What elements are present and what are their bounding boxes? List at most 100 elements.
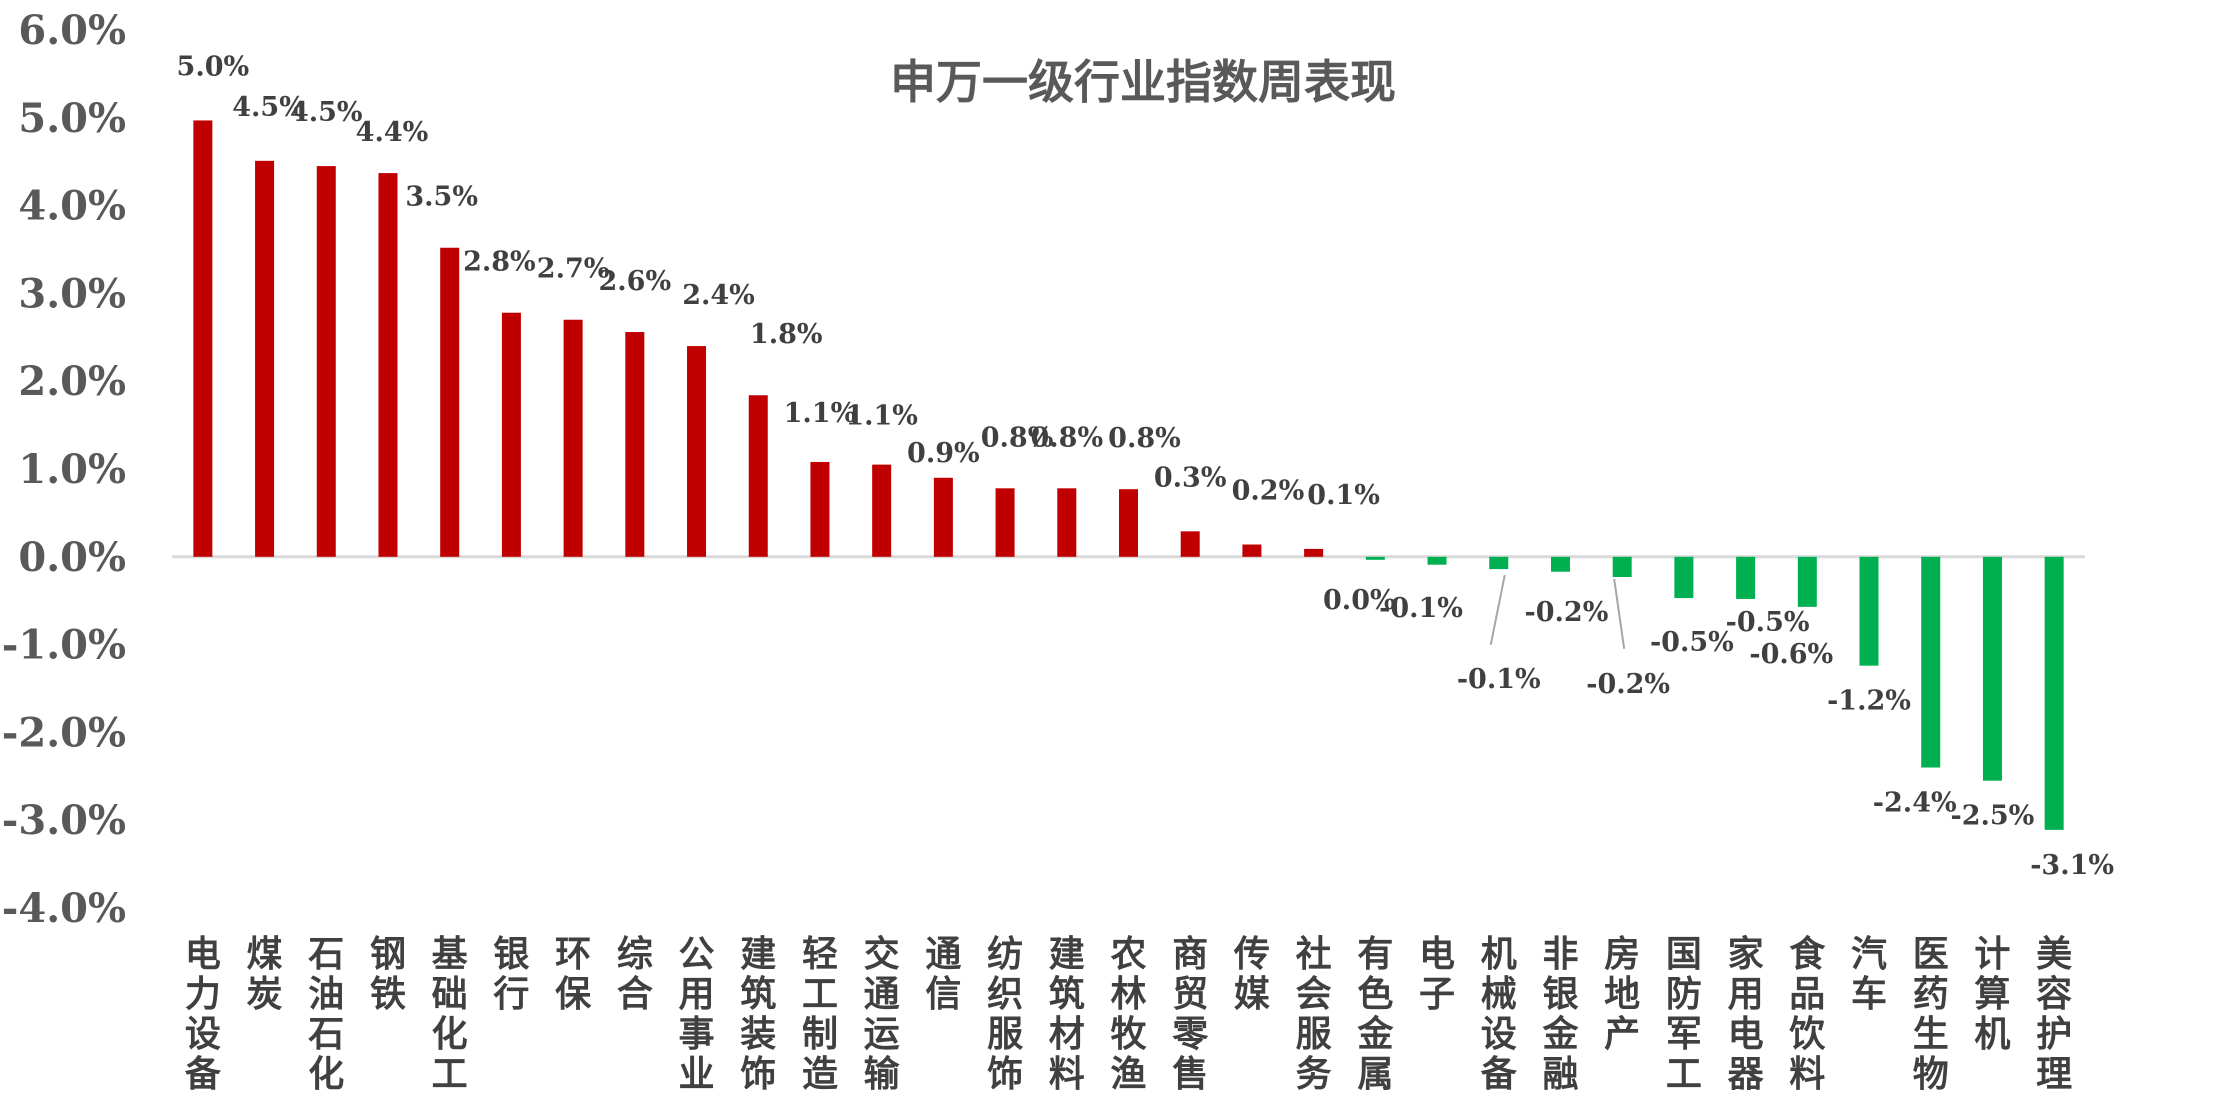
bar: [1242, 544, 1262, 557]
x-category-label: 建筑装饰: [740, 933, 776, 1095]
y-tick-label: 3.0%: [18, 270, 126, 317]
x-category-label: 轻工制造: [802, 933, 838, 1095]
x-category-label: 环保: [555, 933, 592, 1015]
bar: [933, 477, 953, 557]
data-label: -0.1%: [1379, 593, 1463, 624]
bar: [501, 312, 521, 557]
x-category-label: 汽车: [1851, 933, 1887, 1015]
bar: [687, 346, 707, 557]
data-label: 2.4%: [682, 280, 755, 311]
x-category-label: 医药生物: [1913, 933, 1949, 1095]
x-category-label: 石油石化: [308, 933, 344, 1095]
data-label: 0.8%: [981, 422, 1054, 453]
chart-title: 申万一级行业指数周表现: [890, 55, 1396, 109]
label-leader-lines: [1489, 574, 1626, 649]
data-label: 5.0%: [177, 51, 250, 82]
y-tick-label: 0.0%: [18, 534, 126, 581]
data-label: -0.6%: [1749, 639, 1833, 670]
y-tick-label: -2.0%: [2, 709, 126, 756]
bar: [872, 464, 892, 557]
bar: [1365, 556, 1385, 560]
data-label: 2.6%: [599, 266, 672, 297]
x-category-label: 国防军工: [1666, 933, 1702, 1095]
x-category-label: 通信: [925, 933, 961, 1015]
data-label: 1.1%: [845, 401, 918, 432]
data-label: 0.0%: [1323, 585, 1396, 616]
bar: [1797, 556, 1817, 607]
bar: [440, 247, 460, 557]
y-axis: 6.0% 5.0% 4.0% 3.0% 2.0% 1.0% 0.0% -1.0% -2.0% -3…: [2, 7, 126, 932]
data-label: 0.8%: [1030, 422, 1103, 453]
bar: [1612, 556, 1632, 577]
bar: [1304, 548, 1324, 557]
x-category-label: 建筑材料: [1049, 933, 1085, 1095]
bar: [1736, 556, 1756, 599]
bar: [1921, 556, 1941, 768]
x-category-label: 煤炭: [247, 933, 283, 1015]
data-labels: 5.0%4.5%4.5%4.4%3.5%2.8% 2.7%2.6% 2.4%1.8%…: [177, 51, 2115, 880]
x-category-label: 公用事业: [679, 933, 715, 1095]
x-category-label: 银行: [493, 933, 529, 1015]
bar: [193, 120, 213, 557]
bar: [316, 166, 336, 557]
data-label: 2.7%: [537, 254, 610, 285]
bar: [1859, 556, 1879, 666]
data-label: 1.1%: [784, 398, 857, 429]
x-category-label: 美容护理: [2036, 933, 2072, 1095]
x-category-label: 纺织服饰: [987, 933, 1023, 1095]
y-tick-label: 4.0%: [18, 183, 126, 230]
bar: [563, 319, 583, 557]
x-category-label: 交通运输: [864, 933, 901, 1095]
data-label: 0.1%: [1307, 480, 1380, 511]
data-label: 2.8%: [463, 247, 536, 278]
data-label: 4.4%: [356, 117, 429, 148]
y-tick-label: -4.0%: [2, 885, 126, 932]
x-category-label: 商贸零售: [1172, 933, 1209, 1095]
data-label: 0.8%: [1108, 423, 1181, 454]
x-category-label: 社会服务: [1296, 933, 1332, 1095]
bar: [1057, 488, 1077, 557]
data-label: -2.5%: [1951, 801, 2035, 832]
data-label: -1.2%: [1827, 686, 1911, 717]
bar: [1119, 489, 1138, 557]
bar: [748, 395, 768, 557]
bar: [1180, 531, 1200, 557]
leader-line: [1489, 574, 1506, 645]
data-label: 4.5%: [290, 97, 363, 128]
x-category-label: 电子: [1419, 933, 1455, 1015]
y-tick-label: 5.0%: [18, 95, 126, 142]
x-category-label: 计算机: [1974, 933, 2010, 1055]
data-label: 4.5%: [232, 92, 305, 123]
bar: [810, 461, 830, 557]
bar: [1982, 556, 2002, 781]
x-category-label: 基础化工: [432, 933, 468, 1095]
bar: [1427, 556, 1447, 565]
bar: [2044, 556, 2064, 830]
bar: [255, 160, 275, 557]
data-label: 1.8%: [750, 319, 823, 350]
x-category-label: 机械设备: [1481, 933, 1518, 1095]
data-label: -3.1%: [2030, 850, 2114, 881]
x-category-label: 电力设备: [185, 933, 222, 1095]
data-label: -2.4%: [1873, 788, 1957, 819]
x-category-label: 食品饮料: [1789, 933, 1826, 1095]
data-label: -0.2%: [1586, 669, 1670, 700]
bar: [995, 488, 1015, 557]
y-tick-label: -1.0%: [2, 622, 126, 669]
bar-series: [193, 120, 2064, 830]
x-category-label: 钢铁: [370, 933, 406, 1015]
bar: [625, 332, 645, 557]
y-tick-label: -3.0%: [2, 797, 126, 844]
y-tick-label: 6.0%: [18, 7, 126, 54]
data-label: -0.2%: [1525, 597, 1609, 628]
y-tick-label: 1.0%: [18, 446, 126, 493]
x-category-label: 综合: [617, 933, 653, 1015]
data-label: -0.5%: [1650, 627, 1734, 658]
x-category-label: 房地产: [1604, 933, 1640, 1055]
x-category-label: 非银金融: [1541, 933, 1579, 1095]
data-label: -0.1%: [1457, 664, 1541, 695]
x-category-label: 传媒: [1233, 933, 1271, 1015]
data-label: 0.3%: [1154, 462, 1227, 493]
bar: [1674, 556, 1694, 599]
leader-line: [1613, 578, 1626, 649]
